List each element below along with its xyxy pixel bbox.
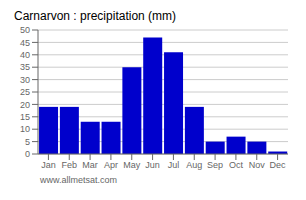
svg-text:30: 30 <box>20 75 30 85</box>
svg-text:Aug: Aug <box>186 160 202 170</box>
html-text:Carnarvon : precipitation (mm): Carnarvon : precipitation (mm) <box>14 9 177 23</box>
svg-text:Nov: Nov <box>249 160 266 170</box>
svg-text:35: 35 <box>20 62 30 72</box>
svg-text:Sep: Sep <box>207 160 223 170</box>
svg-text:Dec: Dec <box>270 160 287 170</box>
svg-text:Jul: Jul <box>168 160 180 170</box>
svg-text:Apr: Apr <box>104 160 118 170</box>
svg-text:25: 25 <box>20 87 30 97</box>
svg-text:May: May <box>123 160 141 170</box>
svg-text:50: 50 <box>20 25 30 35</box>
svg-text:45: 45 <box>20 38 30 48</box>
svg-text:20: 20 <box>20 100 30 110</box>
svg-text:Mar: Mar <box>82 160 98 170</box>
svg-text:10: 10 <box>20 124 30 134</box>
svg-text:Jan: Jan <box>41 160 56 170</box>
svg-text:40: 40 <box>20 50 30 60</box>
html-text:www.allmetsat.com: www.allmetsat.com <box>40 175 117 185</box>
svg-text:0: 0 <box>25 149 30 159</box>
svg-text:15: 15 <box>20 112 30 122</box>
svg-text:Jun: Jun <box>145 160 160 170</box>
svg-text:5: 5 <box>25 137 30 147</box>
svg-text:Feb: Feb <box>61 160 77 170</box>
svg-text:Oct: Oct <box>229 160 244 170</box>
